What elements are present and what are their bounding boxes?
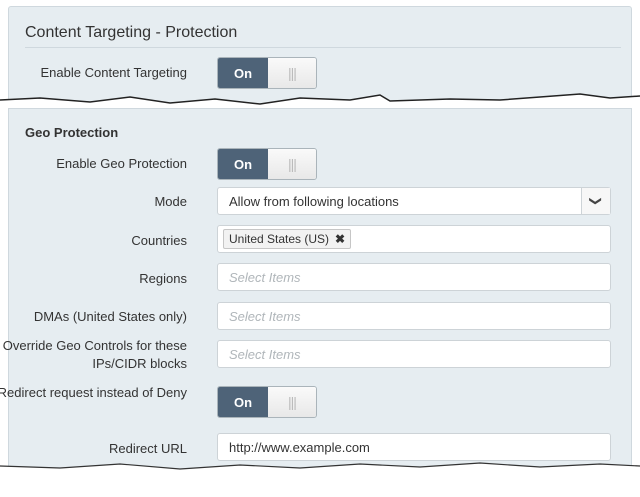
grip-icon: ||| — [268, 58, 316, 88]
override-label: Override Geo Controls for these IPs/CIDR… — [2, 338, 187, 371]
enable-geo-toggle[interactable]: On ||| — [217, 148, 317, 180]
regions-label: Regions — [139, 271, 187, 286]
redirect-label: Redirect request instead of Deny — [0, 385, 187, 400]
dmas-label: DMAs (United States only) — [33, 309, 187, 324]
torn-edge-bottom — [0, 462, 640, 497]
remove-tag-icon[interactable]: ✖ — [335, 232, 346, 246]
grip-icon: ||| — [268, 387, 316, 417]
chevron-down-icon[interactable]: ❯ — [581, 188, 610, 214]
redirect-url-input[interactable]: http://www.example.com — [217, 433, 611, 461]
geo-protection-panel: Geo Protection Enable Geo Protection On … — [0, 108, 632, 470]
divider — [25, 47, 621, 48]
override-input[interactable]: Select Items — [217, 340, 611, 368]
mode-label: Mode — [154, 194, 187, 209]
countries-label: Countries — [131, 233, 187, 248]
grip-icon: ||| — [268, 149, 316, 179]
enable-geo-label: Enable Geo Protection — [56, 156, 187, 171]
mode-select[interactable]: Allow from following locations ❯ — [217, 187, 611, 215]
redirect-url-label: Redirect URL — [108, 441, 187, 456]
toggle-on-label: On — [218, 58, 268, 88]
content-targeting-panel: Content Targeting - Protection Enable Co… — [8, 6, 632, 106]
country-tag: United States (US) ✖ — [223, 229, 352, 249]
enable-content-targeting-toggle[interactable]: On ||| — [217, 57, 317, 89]
mode-value: Allow from following locations — [229, 193, 399, 209]
toggle-on-label: On — [218, 387, 268, 417]
regions-input[interactable]: Select Items — [217, 263, 611, 291]
section-title: Geo Protection — [25, 125, 119, 140]
redirect-toggle[interactable]: On ||| — [217, 386, 317, 418]
panel-title: Content Targeting - Protection — [25, 24, 238, 41]
dmas-input[interactable]: Select Items — [217, 302, 611, 330]
enable-content-targeting-label: Enable Content Targeting — [40, 65, 187, 80]
countries-input[interactable]: United States (US) ✖ — [217, 225, 611, 253]
toggle-on-label: On — [218, 149, 268, 179]
